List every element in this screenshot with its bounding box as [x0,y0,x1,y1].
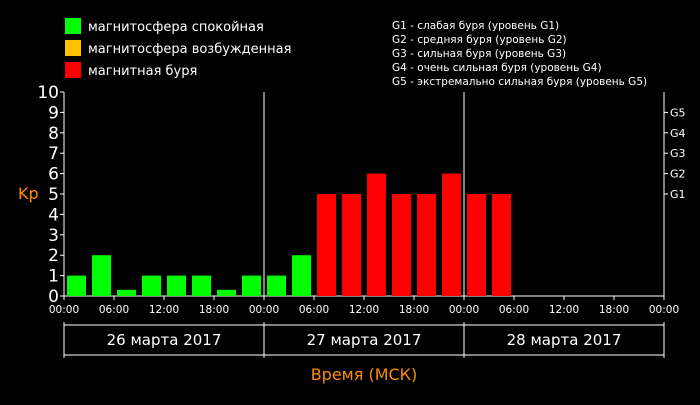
storm-level-1: G1 - слабая буря (уровень G1) [392,20,559,32]
bar-8-kp [267,275,286,296]
y-tick-label: 10 [37,83,59,103]
y-tick-label: 8 [48,124,59,144]
bar-15-kp [442,173,461,296]
y-tick-label: 6 [48,165,59,185]
bar-9-kp [292,255,311,296]
y-tick-label: 2 [48,246,59,266]
legend-label-0: магнитосфера спокойная [88,20,264,35]
g-level-label: G2 [670,168,686,181]
bar-1-kp [92,255,111,296]
time-tick-label: 00:00 [49,304,79,316]
time-tick-label: 00:00 [249,304,279,316]
y-tick-label: 5 [48,185,59,205]
bar-2-kp [117,289,136,296]
bar-14-kp [417,194,436,296]
time-tick-label: 18:00 [599,304,629,316]
bar-0-kp [67,275,86,296]
legend-label-1: магнитосфера возбужденная [88,42,291,57]
g-level-label: G4 [670,127,686,140]
time-tick-label: 06:00 [99,304,129,316]
time-tick-label: 06:00 [499,304,529,316]
time-tick-label: 00:00 [649,304,679,316]
bar-13-kp [392,194,411,296]
bar-12-kp [367,173,386,296]
day-label: 28 марта 2017 [507,331,622,349]
storm-level-3: G3 - сильная буря (уровень G3) [392,48,566,60]
day-label: 27 марта 2017 [307,331,422,349]
bar-4-kp [167,275,186,296]
y-tick-label: 0 [48,287,59,307]
bar-17-kp [492,194,511,296]
y-tick-label: 7 [48,144,59,164]
y-tick-label: 4 [48,205,59,225]
time-tick-label: 12:00 [349,304,379,316]
storm-level-2: G2 - средняя буря (уровень G2) [392,34,567,46]
x-axis-label: Время (МСК) [311,365,418,384]
g-level-label: G3 [670,147,686,160]
g-level-label: G5 [670,106,686,119]
y-tick-label: 9 [48,103,59,123]
bar-6-kp [217,289,236,296]
time-tick-label: 06:00 [299,304,329,316]
storm-level-5: G5 - экстремально сильная буря (уровень … [392,76,647,88]
legend-swatch-0 [65,18,81,34]
g-level-label: G1 [670,188,686,201]
time-tick-label: 18:00 [199,304,229,316]
bar-11-kp [342,194,361,296]
day-label: 26 марта 2017 [107,331,222,349]
time-tick-label: 12:00 [549,304,579,316]
time-tick-label: 18:00 [399,304,429,316]
y-tick-label: 1 [48,267,59,287]
legend-label-2: магнитная буря [88,64,197,79]
bar-7-kp [242,275,261,296]
y-axis-label: Kp [18,184,39,203]
time-tick-label: 12:00 [149,304,179,316]
bar-3-kp [142,275,161,296]
bar-16-kp [467,194,486,296]
time-tick-label: 00:00 [449,304,479,316]
storm-level-4: G4 - очень сильная буря (уровень G4) [392,62,602,74]
bar-10-kp [317,194,336,296]
legend-swatch-1 [65,40,81,56]
legend-swatch-2 [65,62,81,78]
bar-5-kp [192,275,211,296]
y-tick-label: 3 [48,226,59,246]
